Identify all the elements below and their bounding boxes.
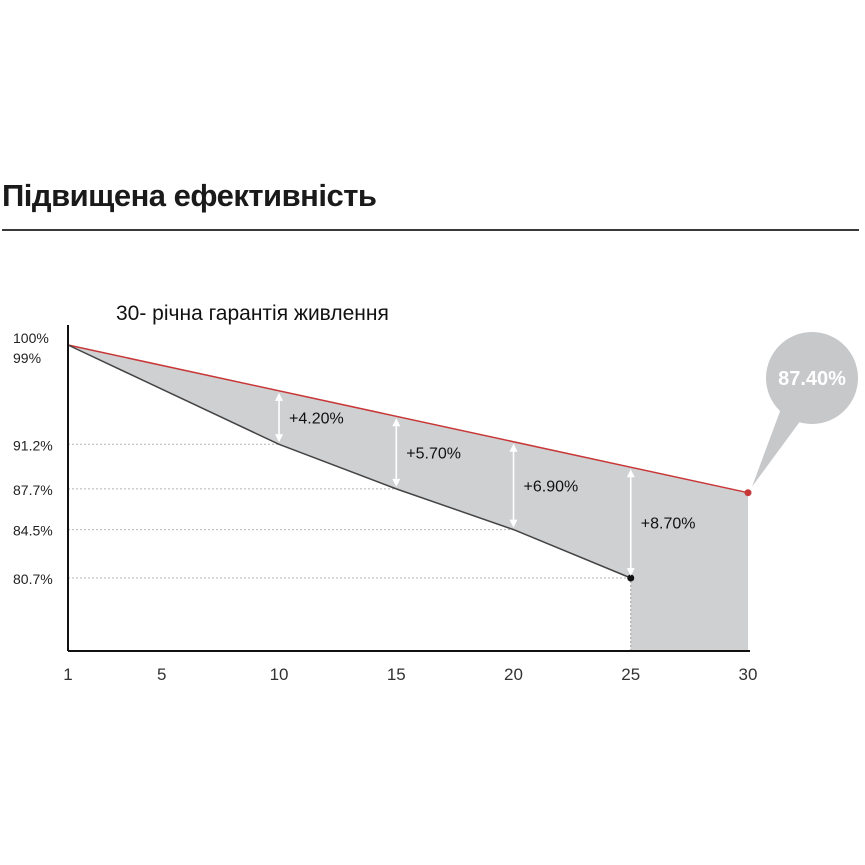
gain-arrow-head xyxy=(392,478,401,487)
gain-label: +4.20% xyxy=(289,411,344,428)
gain-label: +5.70% xyxy=(406,446,461,463)
y-tick-label: 99% xyxy=(13,350,41,366)
gain-arrow-head xyxy=(392,418,401,427)
callout-label: 87.40% xyxy=(778,368,846,390)
gain-label: +8.70% xyxy=(641,516,696,533)
gain-arrow-head xyxy=(509,443,518,452)
standard-end-point xyxy=(627,574,635,582)
x-tick-label: 20 xyxy=(504,665,523,684)
x-tick-label: 15 xyxy=(387,665,406,684)
gain-arrow-head xyxy=(275,434,284,443)
chart-title: 30- річна гарантія живлення xyxy=(116,302,389,325)
page-heading: Підвищена ефективність xyxy=(2,178,377,213)
gain-arrow-head xyxy=(626,469,635,478)
heading-divider xyxy=(2,229,859,231)
standard-line xyxy=(67,344,632,579)
callout-bubble xyxy=(766,332,858,424)
gain-arrow-head xyxy=(626,568,635,576)
x-tick-label: 1 xyxy=(63,665,72,684)
callout-pointer xyxy=(752,406,804,487)
gain-arrow-head xyxy=(275,392,284,401)
warranty-line xyxy=(67,344,749,494)
y-tick-label: 84.5% xyxy=(13,523,53,539)
x-tick-label: 25 xyxy=(621,665,640,684)
warranty-end-point xyxy=(744,489,752,497)
x-tick-label: 5 xyxy=(157,665,166,684)
gain-area xyxy=(68,345,748,651)
x-tick-label: 30 xyxy=(739,665,758,684)
y-tick-label: 91.2% xyxy=(13,437,53,453)
gain-label: +6.90% xyxy=(524,479,579,496)
y-tick-label: 100% xyxy=(13,330,49,346)
x-tick-label: 10 xyxy=(270,665,289,684)
y-tick-label: 87.7% xyxy=(13,482,53,498)
gain-arrow-head xyxy=(509,519,518,528)
y-tick-label: 80.7% xyxy=(13,571,53,587)
